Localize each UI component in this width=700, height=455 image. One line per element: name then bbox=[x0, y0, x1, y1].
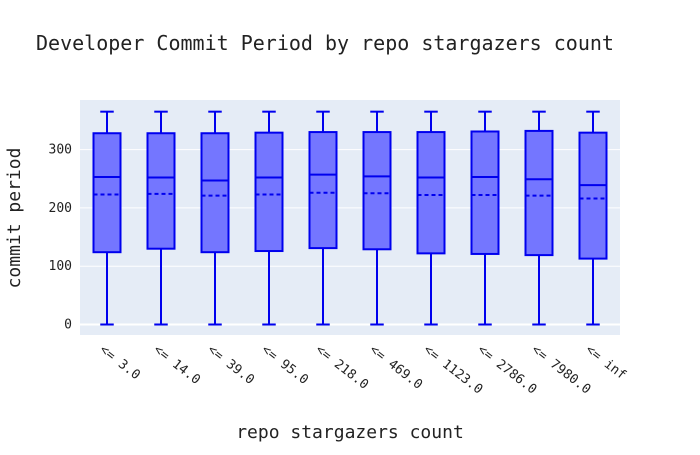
box-9 bbox=[524, 110, 554, 326]
y-tick-label: 200 bbox=[49, 201, 72, 216]
iqr-box bbox=[92, 132, 122, 254]
iqr-box bbox=[146, 132, 176, 250]
iqr-box bbox=[470, 130, 500, 255]
box-2 bbox=[146, 110, 176, 326]
x-axis-ticks: <= 3.0 <= 14.0 <= 39.0 <= 95.0 <= 218.0<= 46… bbox=[97, 342, 629, 397]
x-tick-label: <= 39.0 bbox=[205, 342, 257, 388]
x-axis-title: repo stargazers count bbox=[236, 422, 464, 443]
iqr-box bbox=[578, 131, 608, 260]
box-3 bbox=[200, 110, 230, 326]
chart-title: Developer Commit Period by repo stargaze… bbox=[36, 31, 614, 55]
iqr-box bbox=[254, 131, 284, 253]
box-4 bbox=[254, 110, 284, 326]
iqr-box bbox=[308, 131, 338, 250]
x-tick-label: <= 218.0 bbox=[313, 342, 372, 392]
box-7 bbox=[416, 110, 446, 326]
x-tick-label: <= 469.0 bbox=[367, 342, 426, 392]
x-tick-label: <= 2786.0 bbox=[475, 342, 540, 397]
box-series bbox=[92, 110, 608, 326]
box-10 bbox=[578, 110, 608, 326]
box-6 bbox=[362, 110, 392, 326]
iqr-box bbox=[524, 129, 554, 257]
y-tick-label: 100 bbox=[49, 259, 72, 274]
box-8 bbox=[470, 110, 500, 326]
x-tick-label: <= 7980.0 bbox=[529, 342, 594, 397]
iqr-box bbox=[362, 131, 392, 251]
x-tick-label: <= inf bbox=[583, 342, 629, 383]
x-tick-label: <= 3.0 bbox=[97, 342, 143, 383]
y-axis-ticks: 0 100 200 300 bbox=[49, 143, 72, 333]
x-tick-label: <= 1123.0 bbox=[421, 342, 486, 397]
y-axis-title: commit period bbox=[4, 148, 25, 289]
y-tick-label: 300 bbox=[49, 143, 72, 158]
iqr-box bbox=[416, 131, 446, 255]
y-tick-label: 0 bbox=[64, 318, 72, 333]
box-5 bbox=[308, 110, 338, 326]
iqr-box bbox=[200, 132, 230, 254]
box-1 bbox=[92, 110, 122, 326]
x-tick-label: <= 14.0 bbox=[151, 342, 203, 388]
x-tick-label: <= 95.0 bbox=[259, 342, 311, 388]
